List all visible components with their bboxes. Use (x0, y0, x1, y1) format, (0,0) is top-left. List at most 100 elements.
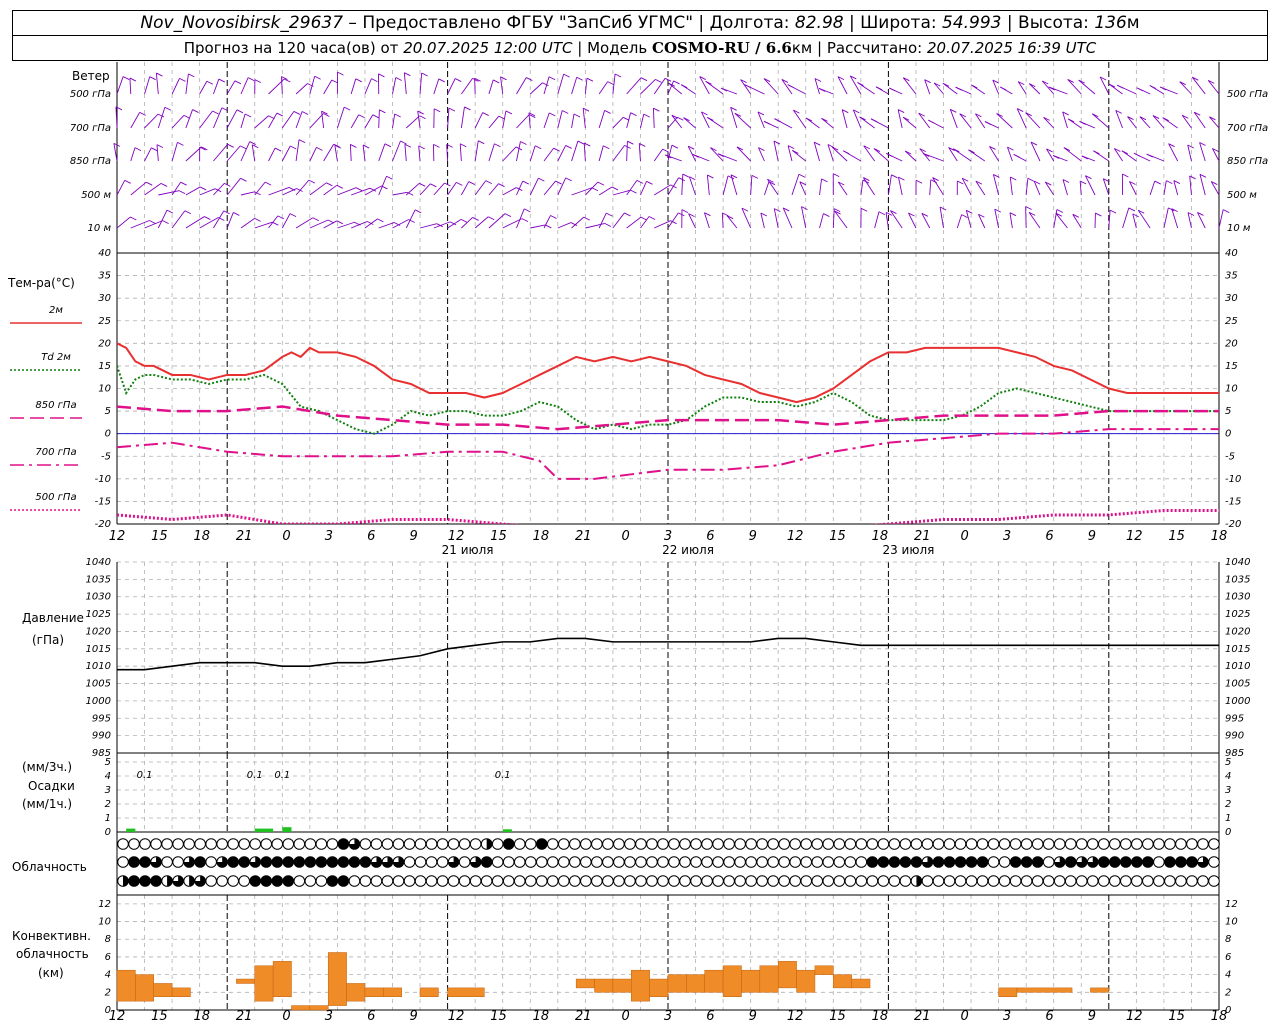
wind-barb-flag (1199, 173, 1207, 178)
convective-tick-left: 8 (105, 934, 111, 945)
wind-barb-flag (1114, 148, 1121, 152)
cloud-symbol (833, 856, 846, 868)
pressure-tick-left: 1015 (86, 644, 111, 655)
wind-barb (1199, 174, 1206, 196)
wind-barb (819, 178, 822, 196)
wind-barb (612, 212, 625, 229)
header-forecast-info: Прогноз на 120 часа(ов) от 20.07.2025 12… (12, 35, 1268, 61)
wind-barb-flag (699, 76, 706, 80)
cloud-symbol (458, 856, 471, 868)
wind-barb-flag (1009, 212, 1017, 217)
pressure-tick-left: 1005 (86, 679, 111, 690)
wind-barb (516, 208, 525, 229)
cloud-symbol (1053, 838, 1066, 850)
wind-barb-flag (705, 80, 712, 85)
cloud-symbol (921, 838, 934, 850)
cloud-symbol (745, 856, 757, 868)
temp-tick-left: 30 (98, 293, 111, 304)
cloud-symbol (1109, 856, 1121, 868)
cloud-fill (1076, 856, 1088, 868)
x-tick-label: 9 (749, 529, 757, 544)
wind-barb (1168, 143, 1179, 162)
wind-barb (626, 77, 642, 95)
wind-barb (701, 111, 710, 129)
wind-barb-flag (1211, 181, 1218, 185)
cloud-symbol (822, 856, 835, 868)
cloud-symbol (822, 838, 835, 850)
wind-barb-flag (139, 111, 146, 116)
cloud-symbol (1175, 838, 1187, 850)
convective-bar (346, 983, 366, 1002)
convective-bar (254, 965, 274, 1002)
x-tick-label: 3 (664, 1009, 672, 1024)
wind-barb-flag (498, 115, 506, 120)
wind-barb (323, 184, 338, 196)
wind-barb (251, 144, 256, 162)
wind-barb-flag (520, 141, 527, 145)
wind-barb (418, 145, 421, 162)
wind-barb-flag (763, 78, 771, 82)
cloud-symbol (1097, 875, 1110, 887)
cloud-symbol (238, 838, 251, 850)
wind-barb-flag (526, 77, 533, 81)
wind-barb (1009, 176, 1013, 196)
temp-tick-right: 20 (1225, 338, 1238, 349)
wind-barb-flag (1030, 141, 1038, 146)
wind-barb (557, 222, 572, 229)
wind-barb-flag (701, 111, 708, 116)
cloud-symbol (800, 856, 813, 868)
wind-barb (405, 115, 420, 129)
wind-barb (793, 109, 807, 129)
cloud-symbol (1208, 875, 1220, 887)
cloud-symbol (260, 856, 273, 868)
wind-barb-flag (371, 78, 378, 83)
cloud-symbol (1075, 838, 1088, 850)
wind-barb-flag (164, 106, 172, 111)
wind-barb-flag (720, 87, 728, 92)
wind-barb (598, 81, 609, 95)
wind-barb-flag (1062, 179, 1070, 183)
wind-barb (1025, 178, 1029, 196)
wind-level-label-right: 500 м (1227, 190, 1257, 201)
wind-barb-flag (903, 77, 910, 82)
wind-barb (921, 213, 931, 229)
wind-barb-flag (994, 208, 1001, 213)
cloud-symbol (756, 838, 768, 850)
wind-barb-flag (149, 76, 156, 81)
wind-barb (461, 217, 473, 229)
wind-barb (626, 112, 632, 129)
wind-barb (1210, 181, 1220, 196)
cloud-symbol (260, 875, 273, 887)
wind-barb-flag (989, 146, 996, 150)
cloud-symbol (943, 838, 956, 850)
temp-tick-right: 40 (1225, 248, 1238, 259)
cloud-symbol (811, 875, 824, 887)
temp-series-line (117, 342, 1219, 404)
wind-barb (933, 82, 944, 95)
cloud-symbol (326, 875, 339, 887)
temp-tick-right: -5 (1225, 451, 1235, 462)
wind-barb-flag (1154, 180, 1161, 185)
convective-tick-left: 6 (105, 952, 111, 963)
wind-barb-flag (326, 182, 333, 187)
wind-barb-flag (961, 214, 968, 219)
cloud-symbol (800, 838, 813, 850)
wind-barb (309, 182, 327, 196)
wind-barb-flag (166, 209, 174, 214)
wind-barb (585, 223, 605, 229)
wind-barb (488, 183, 499, 196)
wind-barb-flag (842, 109, 849, 114)
wind-level-label-left: 700 гПа (70, 123, 111, 134)
wind-barb (1129, 181, 1137, 196)
cloud-symbol (855, 838, 868, 850)
wind-barb-flag (538, 177, 545, 182)
pressure-tick-right: 1025 (1225, 609, 1250, 620)
cloud-symbol (304, 875, 317, 887)
wind-barb (144, 76, 151, 95)
wind-barb-flag (950, 108, 957, 113)
wind-barb (155, 73, 159, 95)
wind-barb (295, 83, 308, 95)
wind-barb (977, 214, 986, 229)
legend-label: Td 2м (41, 352, 71, 363)
